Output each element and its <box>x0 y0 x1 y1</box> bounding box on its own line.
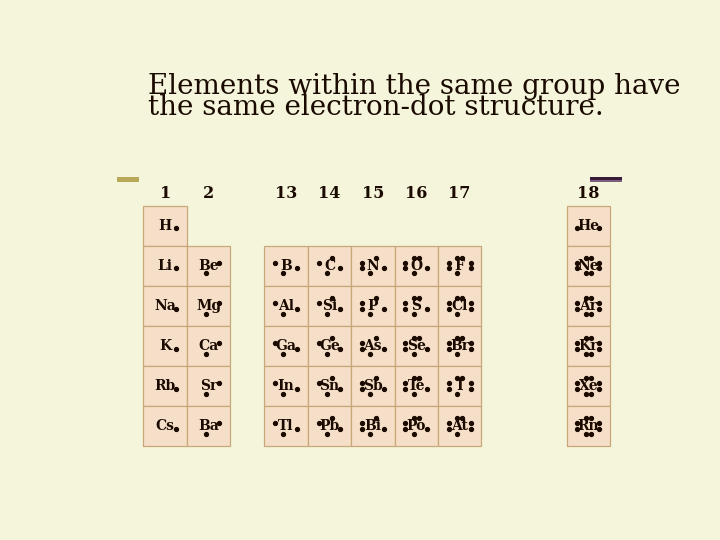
Bar <box>264 406 307 446</box>
Text: C: C <box>324 259 335 273</box>
Text: Sr: Sr <box>200 379 217 393</box>
Text: the same electron-dot structure.: the same electron-dot structure. <box>148 94 604 121</box>
Bar <box>187 246 230 286</box>
Bar <box>395 326 438 366</box>
Bar <box>438 326 482 366</box>
Bar <box>187 366 230 406</box>
Bar <box>143 366 187 406</box>
Bar <box>351 246 395 286</box>
Text: Bi: Bi <box>364 419 382 433</box>
Bar <box>351 406 395 446</box>
Bar <box>351 326 395 366</box>
Text: Cs: Cs <box>156 419 175 433</box>
Text: 14: 14 <box>318 185 341 202</box>
Bar <box>143 286 187 326</box>
Bar <box>143 326 187 366</box>
Bar <box>187 326 230 366</box>
Bar <box>567 366 610 406</box>
Text: Te: Te <box>408 379 425 393</box>
Text: Ge: Ge <box>319 339 340 353</box>
Text: Po: Po <box>407 419 426 433</box>
Text: H: H <box>158 219 172 233</box>
Text: Tl: Tl <box>279 419 294 433</box>
Text: Elements within the same group have: Elements within the same group have <box>148 72 680 99</box>
Text: Li: Li <box>158 259 173 273</box>
Bar <box>438 246 482 286</box>
Text: 2: 2 <box>203 185 215 202</box>
Text: K: K <box>159 339 171 353</box>
Bar <box>351 366 395 406</box>
Text: 1: 1 <box>160 185 171 202</box>
Bar <box>307 286 351 326</box>
Text: Kr: Kr <box>579 339 598 353</box>
Text: Xe: Xe <box>578 379 598 393</box>
Text: Sn: Sn <box>320 379 340 393</box>
Text: Se: Se <box>407 339 426 353</box>
Bar <box>438 406 482 446</box>
Bar <box>567 406 610 446</box>
Text: Rn: Rn <box>577 419 599 433</box>
Bar <box>567 286 610 326</box>
Bar <box>117 177 139 182</box>
Text: 17: 17 <box>449 185 471 202</box>
Text: Ga: Ga <box>276 339 297 353</box>
Bar <box>143 206 187 246</box>
Bar <box>590 177 622 179</box>
Text: 13: 13 <box>275 185 297 202</box>
Text: At: At <box>451 419 468 433</box>
Text: S: S <box>411 299 421 313</box>
Text: Ba: Ba <box>198 419 219 433</box>
Text: Ca: Ca <box>199 339 219 353</box>
Text: Rb: Rb <box>155 379 176 393</box>
Bar <box>307 406 351 446</box>
Text: Si: Si <box>322 299 337 313</box>
Bar <box>567 206 610 246</box>
Bar <box>143 246 187 286</box>
Text: As: As <box>364 339 382 353</box>
Bar <box>143 406 187 446</box>
Bar <box>567 326 610 366</box>
Bar <box>187 406 230 446</box>
Text: Mg: Mg <box>196 299 221 313</box>
Text: Na: Na <box>154 299 176 313</box>
Text: 18: 18 <box>577 185 600 202</box>
Bar <box>395 286 438 326</box>
Text: P: P <box>368 299 378 313</box>
Text: F: F <box>455 259 464 273</box>
Bar <box>307 366 351 406</box>
Text: Al: Al <box>278 299 294 313</box>
Bar <box>395 246 438 286</box>
Bar <box>187 286 230 326</box>
Text: 16: 16 <box>405 185 428 202</box>
Bar <box>590 177 622 182</box>
Text: B: B <box>280 259 292 273</box>
Bar <box>264 286 307 326</box>
Bar <box>264 326 307 366</box>
Text: O: O <box>410 259 423 273</box>
Text: Be: Be <box>198 259 219 273</box>
Bar <box>395 406 438 446</box>
Text: Br: Br <box>450 339 469 353</box>
Bar <box>307 326 351 366</box>
Bar <box>351 286 395 326</box>
Text: In: In <box>278 379 294 393</box>
Bar <box>438 286 482 326</box>
Text: Sb: Sb <box>363 379 383 393</box>
Bar <box>567 246 610 286</box>
Bar <box>264 366 307 406</box>
Text: I: I <box>456 379 463 393</box>
Text: Pb: Pb <box>320 419 340 433</box>
Bar <box>307 246 351 286</box>
Bar <box>264 246 307 286</box>
Bar <box>395 366 438 406</box>
Text: N: N <box>366 259 379 273</box>
Text: Cl: Cl <box>451 299 468 313</box>
Text: Ar: Ar <box>580 299 598 313</box>
Text: He: He <box>577 219 599 233</box>
Text: 15: 15 <box>361 185 384 202</box>
Text: Ne: Ne <box>577 259 599 273</box>
Bar <box>438 366 482 406</box>
